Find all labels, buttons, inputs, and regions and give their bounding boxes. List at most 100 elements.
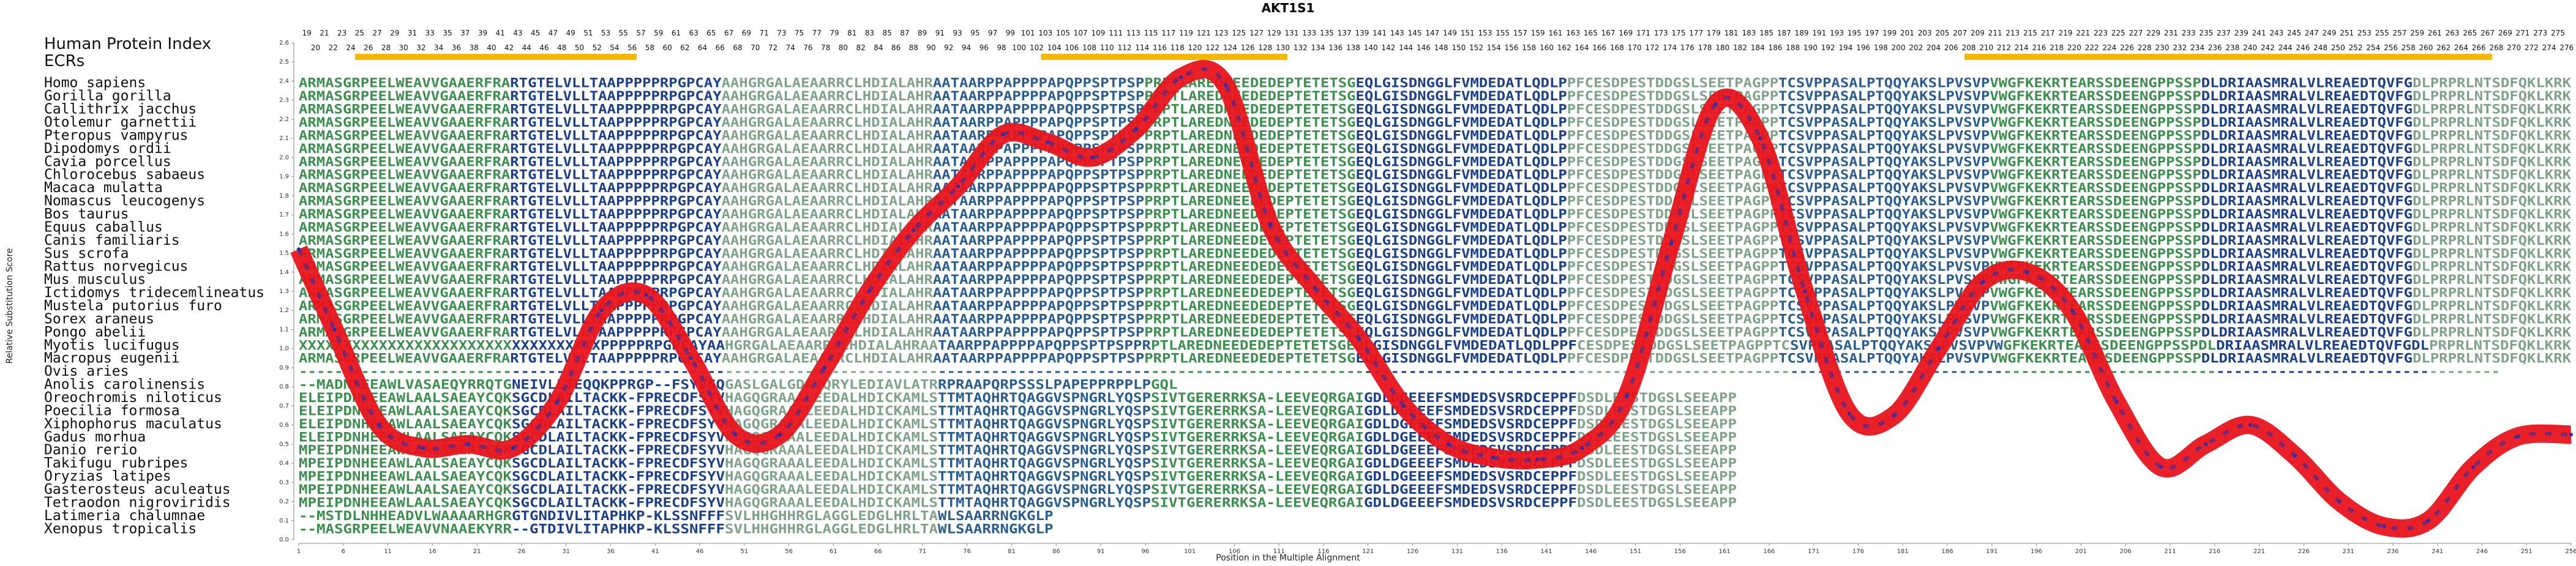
hpi-index-top: 51 [583, 29, 593, 37]
score-point [421, 446, 425, 450]
hpi-index-top: 97 [988, 29, 997, 37]
hpi-index-bottom: 46 [539, 43, 549, 52]
hpi-index-bottom: 98 [997, 43, 1006, 52]
hpi-index-top: 19 [302, 29, 312, 37]
hpi-index-bottom: 74 [786, 43, 795, 52]
score-point [1758, 136, 1762, 141]
x-tick-label: 201 [2075, 548, 2087, 555]
x-tick-label: 11 [384, 548, 392, 555]
hpi-index-top: 257 [2392, 29, 2406, 37]
hpi-index-bottom: 184 [1751, 43, 1765, 52]
hpi-numbers: 19 21 23 25 27 29 31 33 35 37 39 41 43 45 47 49 51 53 55 57… [302, 29, 2574, 52]
x-axis: 1 6 11 16 21 26 31 36 41 46 51 56 61 66 71 76 81 86 91 96 10… [297, 543, 2576, 555]
hpi-index-top: 275 [2551, 29, 2565, 37]
hpi-index-top: 229 [2146, 29, 2160, 37]
score-point [332, 327, 337, 332]
hpi-index-bottom: 222 [2085, 43, 2099, 52]
score-point [555, 400, 560, 404]
score-point [2337, 499, 2342, 504]
hpi-index-bottom: 234 [2190, 43, 2204, 52]
species-label: Ovis aries [44, 363, 129, 379]
hpi-index-top: 253 [2357, 29, 2372, 37]
x-tick-label: 251 [2521, 548, 2533, 555]
score-point [822, 365, 826, 370]
x-tick-label: 216 [2209, 548, 2220, 555]
hpi-index-bottom: 72 [768, 43, 777, 52]
hpi-index-top: 53 [601, 29, 610, 37]
hpi-index-top: 239 [2234, 29, 2248, 37]
score-point [1402, 404, 1406, 408]
x-tick-label: 86 [1052, 548, 1060, 555]
y-tick-label: 0.5 [279, 441, 289, 448]
y-axis: 0.0 0.1 0.2 0.3 0.4 0.5 0.6 0.7 0.8 0.9 1.0 1.1 1.2 1… [279, 40, 294, 543]
hpi-index-top: 169 [1619, 29, 1633, 37]
x-tick-label: 51 [740, 548, 748, 555]
sequence-row: ARMASGRPEELWEAVVGAAERFRA RTGTELVLLTAAPPPP… [299, 220, 2571, 234]
x-tick-label: 126 [1407, 548, 1418, 555]
hpi-index-bottom: 96 [979, 43, 989, 52]
species-label: Oryzias latipes [44, 469, 171, 485]
y-tick-label: 1.9 [279, 174, 289, 181]
x-tick-label: 136 [1496, 548, 1508, 555]
hpi-index-top: 101 [1021, 29, 1035, 37]
hpi-index-top: 233 [2182, 29, 2196, 37]
hpi-index-top: 199 [1882, 29, 1896, 37]
score-point [466, 442, 470, 446]
hpi-index-bottom: 140 [1364, 43, 1378, 52]
hpi-index-top: 61 [672, 29, 681, 37]
x-tick-label: 106 [1229, 548, 1240, 555]
hpi-index-bottom: 80 [839, 43, 848, 52]
hpi-index-top: 23 [337, 29, 346, 37]
hpi-index-top: 139 [1355, 29, 1369, 37]
hpi-index-bottom: 36 [452, 43, 461, 52]
sequence-row: ARMASGRPEELWEAVVGAAERFRA RTGTELVLLTAAPPPP… [299, 102, 2571, 117]
hpi-index-top: 145 [1408, 29, 1422, 37]
y-tick-label: 2.6 [279, 40, 289, 47]
hpi-index-bottom: 172 [1645, 43, 1659, 52]
score-point [2026, 270, 2030, 274]
sequence-row: ARMASGRPEELWEAVVGAAERFRA RTGTELVLLTAAPPPP… [299, 233, 2571, 248]
hpi-index-top: 173 [1654, 29, 1668, 37]
x-tick-label: 1 [297, 548, 301, 555]
hpi-index-top: 55 [619, 29, 628, 37]
hpi-index-bottom: 162 [1557, 43, 1571, 52]
y-tick-label: 2.1 [279, 135, 289, 142]
sequence-row: MPEIPDNHEEAWLAALSAEAYCQK SGCDLAILTACKK-FP… [299, 456, 1737, 471]
hpi-index-top: 193 [1830, 29, 1844, 37]
score-point [1580, 446, 1584, 450]
hpi-index-bottom: 232 [2173, 43, 2187, 52]
hpi-index-bottom: 114 [1135, 43, 1149, 52]
score-point [733, 433, 738, 437]
hpi-index-bottom: 210 [1979, 43, 1993, 52]
hpi-index-bottom: 42 [504, 43, 514, 52]
hpi-index-bottom: 166 [1592, 43, 1606, 52]
x-tick-label: 131 [1451, 548, 1463, 555]
hpi-index-top: 123 [1215, 29, 1229, 37]
hpi-index-top: 43 [513, 29, 522, 37]
hpi-index-top: 35 [443, 29, 452, 37]
hpi-index-top: 57 [636, 29, 645, 37]
y-tick-label: 2.4 [279, 78, 289, 84]
species-label: Mustela putorius furo [44, 298, 222, 314]
hpi-index-bottom: 30 [399, 43, 408, 52]
hpi-index-top: 249 [2323, 29, 2337, 37]
hpi-index-top: 267 [2481, 29, 2495, 37]
hpi-index-bottom: 40 [487, 43, 496, 52]
species-label: Homo sapiens [44, 75, 146, 91]
hpi-index-top: 255 [2375, 29, 2389, 37]
hpi-index-bottom: 102 [1030, 43, 1044, 52]
hpi-index-bottom: 142 [1382, 43, 1396, 52]
hpi-index-top: 181 [1724, 29, 1739, 37]
hpi-index-bottom: 146 [1417, 43, 1431, 52]
score-point [1669, 241, 1673, 245]
sequence-row: --MADNREEAWLVASAEQYRRQTG NEIVLLTEQQKPPRGP… [299, 378, 1178, 392]
y-tick-label: 0.2 [279, 499, 289, 505]
sequence-row: ARMASGRPEELWEAVVGAAERFRA RTGTELVLLTAAPPPP… [299, 115, 2571, 130]
hpi-index-bottom: 238 [2226, 43, 2240, 52]
score-point [689, 356, 693, 360]
score-point [1535, 457, 1540, 461]
sequence-row: ARMASGRPEELWEAVVGAAERFRA RTGTELVLLTAAPPPP… [299, 272, 2571, 287]
hpi-index-top: 79 [829, 29, 839, 37]
hpi-index-top: 81 [847, 29, 856, 37]
hpi-index-top: 251 [2340, 29, 2354, 37]
